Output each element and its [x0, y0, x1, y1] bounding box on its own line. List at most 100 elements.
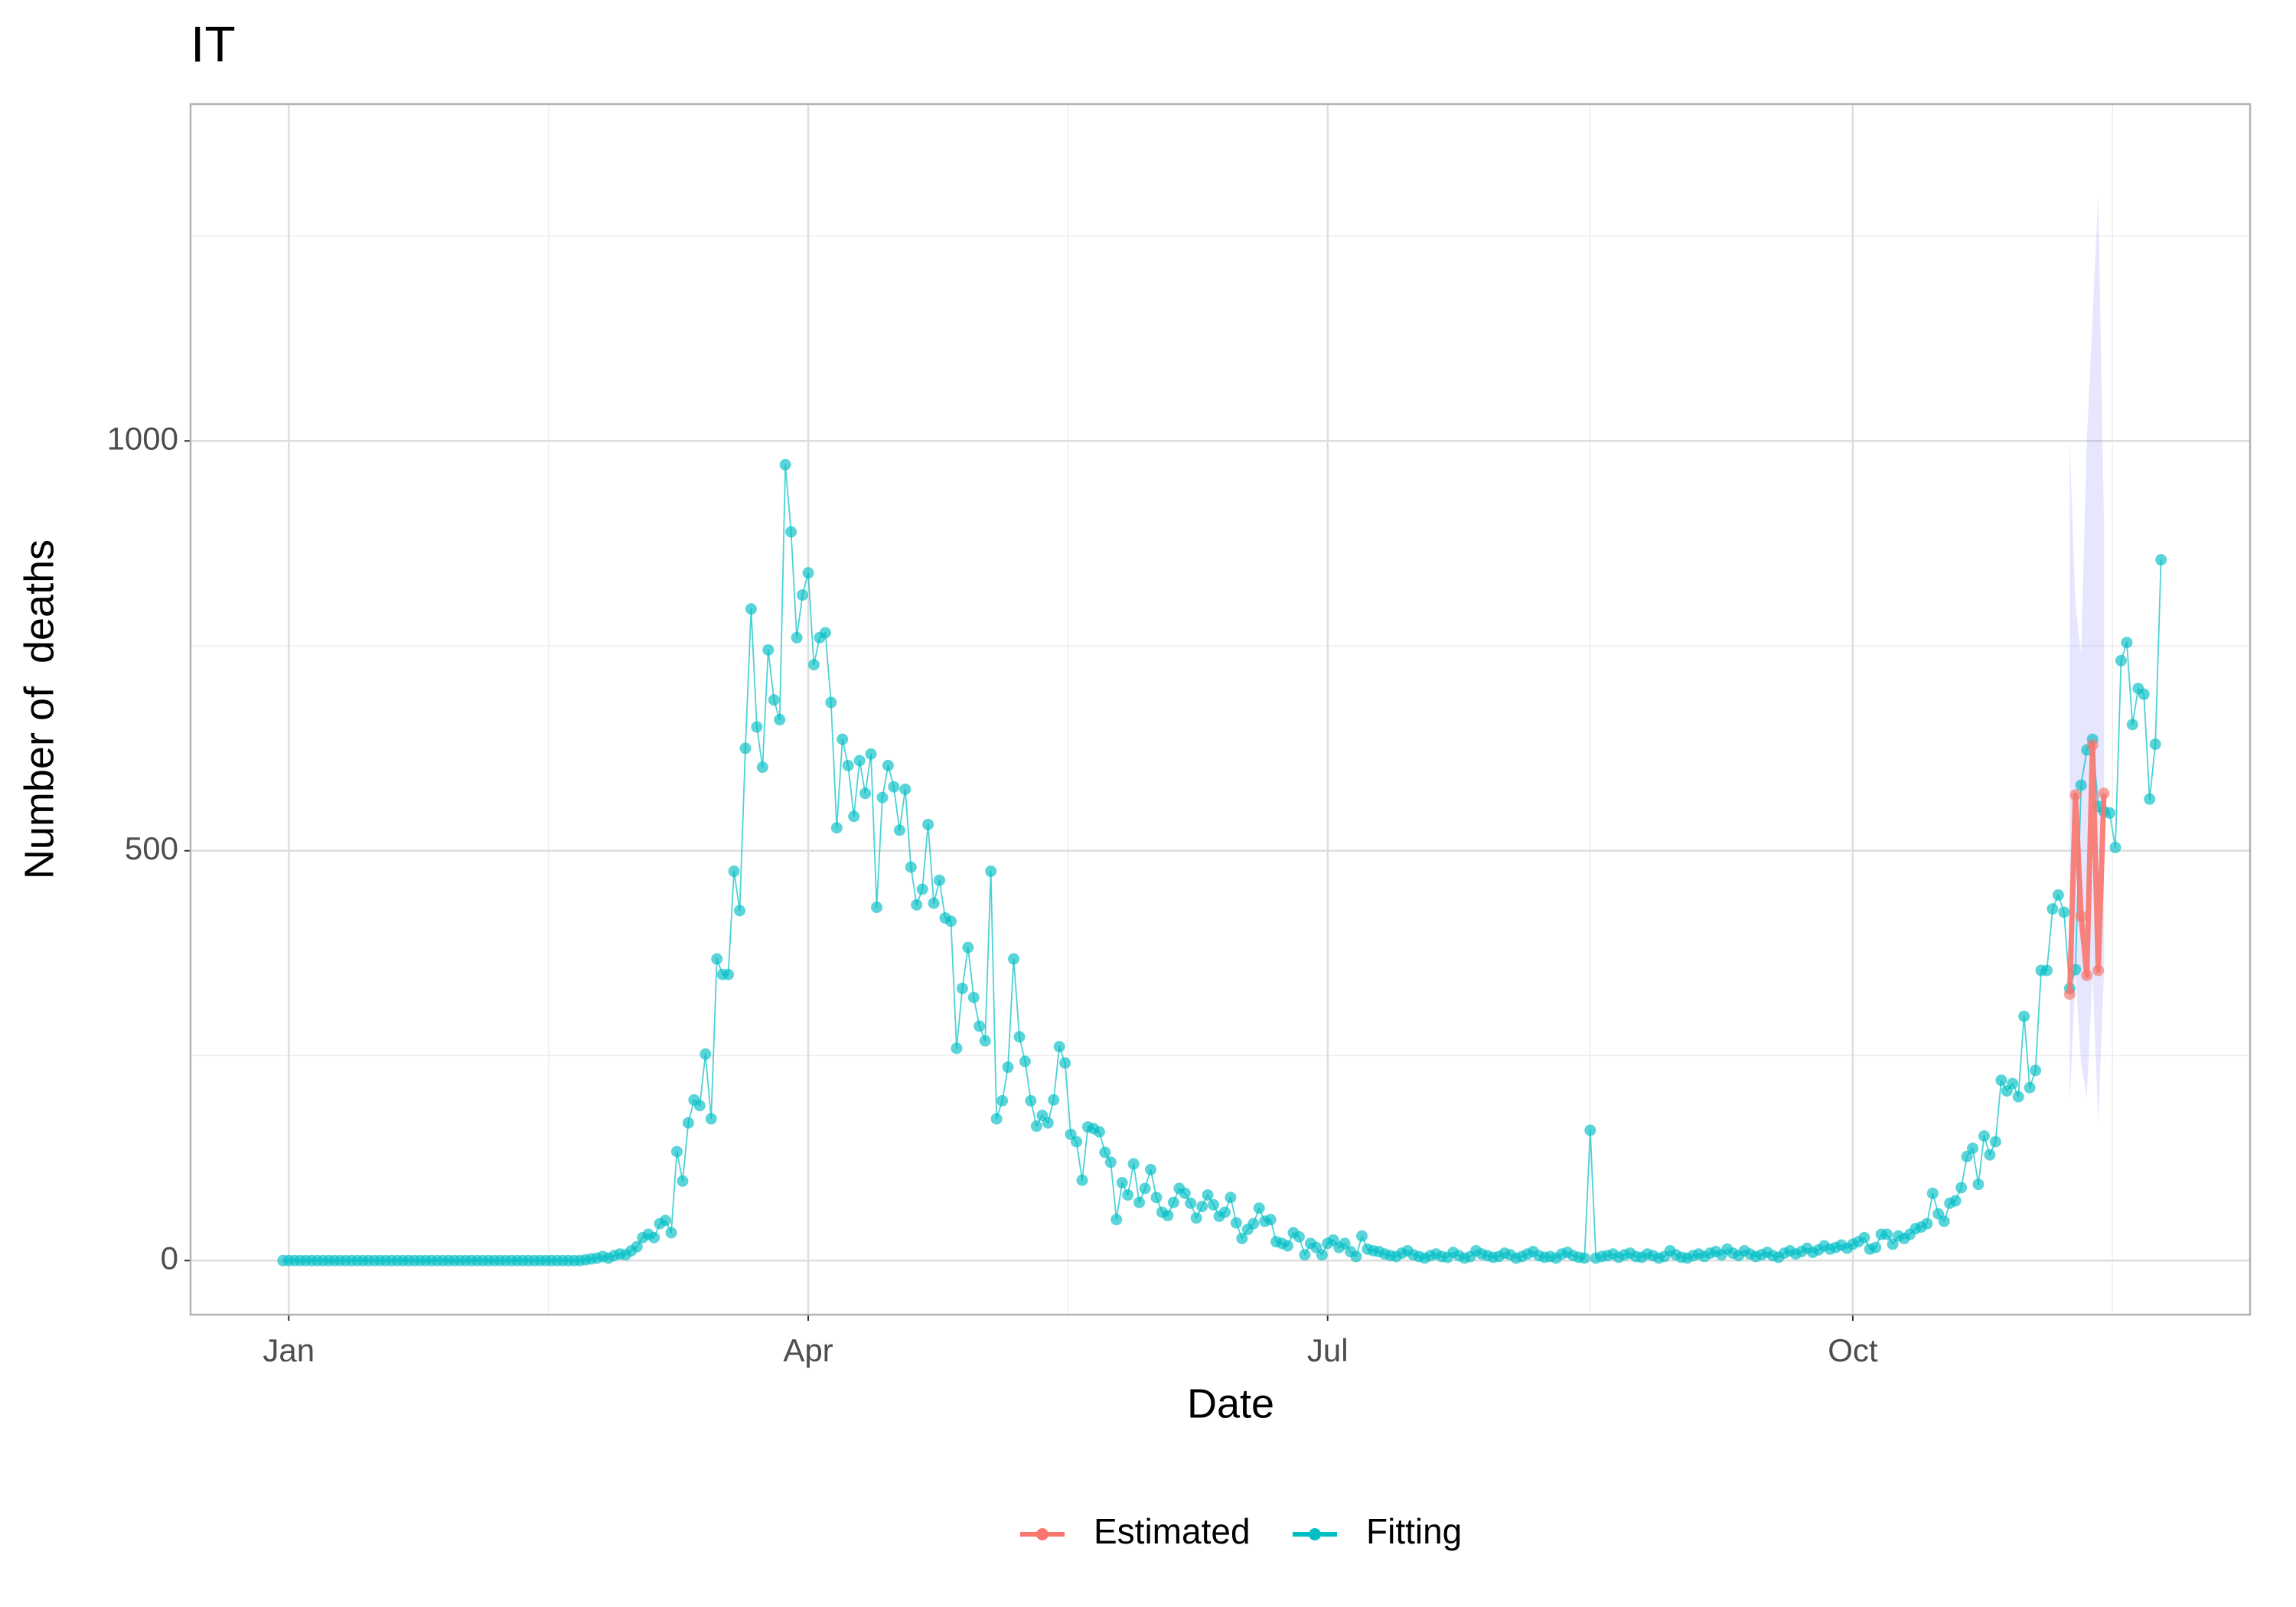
data-point	[1196, 1201, 1208, 1213]
data-point	[1162, 1209, 1174, 1221]
y-tick-label: 0	[161, 1240, 178, 1276]
data-point	[1938, 1215, 1950, 1227]
data-point	[2075, 910, 2087, 922]
data-point	[768, 694, 780, 706]
data-point	[2081, 970, 2093, 982]
data-point	[1139, 1182, 1151, 1195]
data-point	[722, 968, 735, 980]
data-point	[1870, 1241, 1882, 1253]
legend-label: Estimated	[1094, 1511, 1251, 1551]
data-point	[2121, 637, 2133, 649]
data-point	[807, 659, 820, 671]
plot-border	[189, 103, 2252, 1316]
data-point	[1881, 1228, 1893, 1240]
data-point	[1253, 1202, 1265, 1214]
data-point	[2063, 988, 2076, 1000]
data-point	[1339, 1237, 1351, 1250]
data-point	[1150, 1191, 1163, 1204]
data-point	[2040, 964, 2053, 976]
data-point	[670, 1146, 683, 1158]
x-tick-label: Jul	[1307, 1332, 1349, 1368]
data-point	[1127, 1158, 1140, 1170]
data-point	[2138, 688, 2150, 700]
data-point	[1926, 1187, 1939, 1199]
data-point	[1316, 1249, 1328, 1261]
data-point	[990, 1113, 1003, 1125]
data-point	[1008, 953, 1020, 965]
data-point	[648, 1231, 660, 1244]
data-point	[2149, 738, 2161, 751]
data-point	[1293, 1231, 1305, 1243]
data-point	[779, 458, 791, 471]
data-point	[1133, 1196, 1146, 1208]
data-point	[1202, 1189, 1214, 1201]
data-point	[1048, 1094, 1060, 1106]
data-point	[665, 1227, 677, 1239]
data-point	[2109, 841, 2122, 853]
data-point	[876, 791, 889, 804]
data-point	[1264, 1214, 1277, 1226]
data-point	[1887, 1238, 1899, 1250]
data-point	[693, 1100, 706, 1112]
x-tick-label: Jan	[263, 1332, 315, 1368]
data-point	[1093, 1126, 1105, 1138]
data-point	[888, 781, 900, 793]
data-point	[1053, 1041, 1065, 1053]
data-point	[1247, 1217, 1260, 1230]
data-point	[700, 1048, 712, 1060]
data-point	[911, 898, 923, 911]
data-point	[837, 733, 849, 745]
data-point	[802, 567, 814, 579]
data-point	[882, 759, 894, 771]
data-point	[979, 1035, 991, 1047]
data-point	[871, 901, 883, 914]
data-point	[756, 761, 768, 774]
legend-dot	[1036, 1528, 1049, 1540]
data-point	[893, 824, 905, 836]
data-point	[1355, 1230, 1368, 1242]
data-point	[1116, 1177, 1128, 1189]
y-tick-label: 500	[125, 830, 178, 866]
x-axis-title: Date	[1187, 1380, 1274, 1426]
data-point	[1013, 1031, 1026, 1043]
data-point	[1584, 1124, 1596, 1136]
data-point	[1145, 1163, 1157, 1175]
plot-background	[191, 104, 2250, 1315]
x-tick-label: Oct	[1828, 1332, 1878, 1368]
data-point	[705, 1113, 717, 1125]
data-point	[682, 1116, 694, 1129]
data-point	[842, 759, 854, 771]
data-point	[1190, 1212, 1202, 1224]
data-point	[848, 810, 860, 823]
data-point	[1167, 1196, 1179, 1208]
data-point	[905, 861, 917, 873]
data-point	[1989, 1136, 2001, 1148]
data-point	[1185, 1197, 1197, 1209]
data-point	[660, 1214, 672, 1227]
data-point	[1236, 1232, 1248, 1244]
data-point	[1299, 1249, 1311, 1261]
data-point	[1025, 1094, 1037, 1107]
data-point	[2030, 1064, 2042, 1077]
data-point	[2052, 889, 2064, 901]
data-point	[962, 941, 974, 953]
data-point	[1179, 1187, 1191, 1199]
data-point	[2047, 903, 2059, 915]
data-point	[1978, 1130, 1990, 1143]
data-point	[916, 883, 928, 895]
data-point	[1350, 1250, 1362, 1263]
data-point	[853, 755, 866, 767]
data-point	[865, 748, 877, 760]
data-point	[2126, 719, 2138, 731]
data-point	[711, 953, 723, 965]
legend-label: Fitting	[1366, 1511, 1462, 1551]
data-point	[934, 874, 946, 886]
data-point	[1019, 1055, 1031, 1068]
data-point	[2104, 807, 2116, 819]
y-tick-label: 1000	[107, 420, 178, 456]
data-point	[2144, 793, 2156, 805]
data-point	[774, 713, 786, 725]
data-point	[1030, 1120, 1042, 1133]
data-point	[762, 644, 775, 656]
